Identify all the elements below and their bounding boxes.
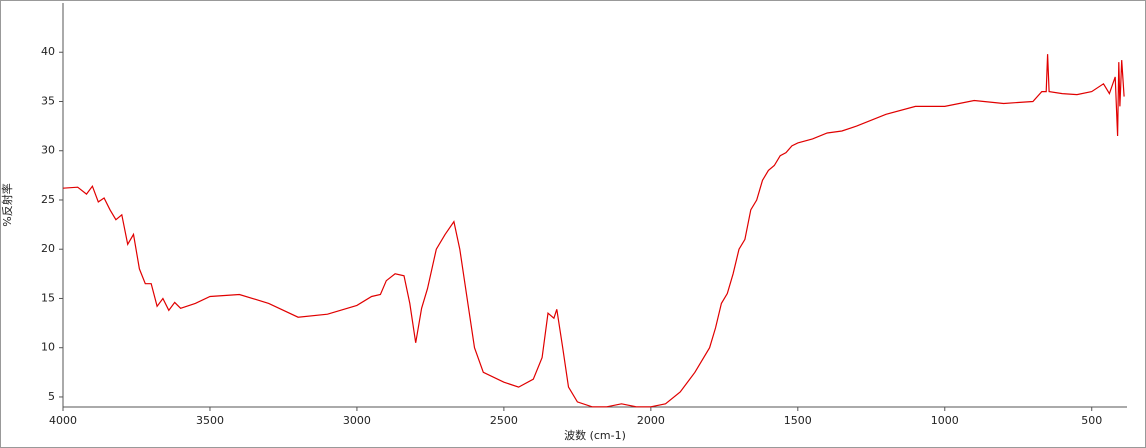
spectrum-line [62,54,1125,408]
y-tick-label: 40 [41,45,55,58]
y-tick-label: 25 [41,193,55,206]
x-tick-label: 1000 [931,414,959,427]
x-tick-label: 500 [1081,414,1102,427]
y-tick-label: 30 [41,144,55,157]
y-tick-label: 35 [41,94,55,107]
x-tick-label: 4000 [49,414,77,427]
x-tick-label: 3000 [343,414,371,427]
y-tick-label: 15 [41,291,55,304]
x-tick-label: 1500 [784,414,812,427]
y-tick-label: 5 [48,390,55,403]
y-axis-label: %反射率 [0,183,14,226]
x-tick-label: 3500 [196,414,224,427]
x-tick-label: 2000 [637,414,665,427]
y-tick-label: 10 [41,341,55,354]
x-tick-label: 2500 [490,414,518,427]
x-axis-label: 波数 (cm-1) [564,429,626,442]
y-tick-label: 20 [41,242,55,255]
